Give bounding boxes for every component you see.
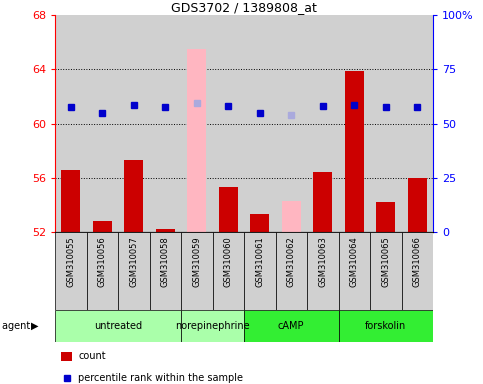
Bar bbox=[61, 170, 80, 232]
Bar bbox=[345, 71, 364, 232]
Bar bbox=[275, 232, 307, 310]
Title: GDS3702 / 1389808_at: GDS3702 / 1389808_at bbox=[171, 1, 317, 14]
Bar bbox=[118, 232, 150, 310]
Text: GSM310066: GSM310066 bbox=[413, 236, 422, 287]
Bar bbox=[339, 15, 370, 232]
Bar bbox=[370, 232, 401, 310]
Bar bbox=[86, 232, 118, 310]
Bar bbox=[187, 49, 206, 232]
Bar bbox=[244, 310, 339, 342]
Bar bbox=[307, 15, 339, 232]
Text: GSM310065: GSM310065 bbox=[381, 236, 390, 286]
Bar bbox=[181, 310, 244, 342]
Bar bbox=[55, 15, 86, 232]
Bar bbox=[219, 187, 238, 232]
Bar bbox=[244, 15, 275, 232]
Bar bbox=[339, 310, 433, 342]
Bar bbox=[156, 229, 175, 232]
Text: GSM310058: GSM310058 bbox=[161, 236, 170, 286]
Text: untreated: untreated bbox=[94, 321, 142, 331]
Bar bbox=[376, 202, 395, 232]
Text: GSM310063: GSM310063 bbox=[318, 236, 327, 287]
Bar bbox=[55, 232, 86, 310]
Text: GSM310057: GSM310057 bbox=[129, 236, 138, 286]
Text: GSM310060: GSM310060 bbox=[224, 236, 233, 286]
Bar bbox=[181, 15, 213, 232]
Bar bbox=[250, 214, 269, 232]
Text: GSM310055: GSM310055 bbox=[66, 236, 75, 286]
Text: ▶: ▶ bbox=[31, 321, 39, 331]
Bar bbox=[213, 232, 244, 310]
Bar bbox=[181, 232, 213, 310]
Text: cAMP: cAMP bbox=[278, 321, 304, 331]
Bar bbox=[307, 232, 339, 310]
Text: forskolin: forskolin bbox=[365, 321, 406, 331]
Bar bbox=[118, 15, 150, 232]
Bar bbox=[401, 232, 433, 310]
Bar bbox=[55, 310, 181, 342]
Bar bbox=[61, 353, 72, 361]
Text: GSM310062: GSM310062 bbox=[287, 236, 296, 286]
Bar bbox=[401, 15, 433, 232]
Bar bbox=[150, 15, 181, 232]
Bar bbox=[339, 232, 370, 310]
Text: norepinephrine: norepinephrine bbox=[175, 321, 250, 331]
Text: GSM310064: GSM310064 bbox=[350, 236, 359, 286]
Text: agent: agent bbox=[2, 321, 34, 331]
Bar bbox=[93, 221, 112, 232]
Bar bbox=[213, 15, 244, 232]
Text: GSM310061: GSM310061 bbox=[255, 236, 264, 286]
Bar bbox=[86, 15, 118, 232]
Bar bbox=[275, 15, 307, 232]
Bar bbox=[408, 178, 426, 232]
Bar bbox=[370, 15, 401, 232]
Bar bbox=[313, 172, 332, 232]
Text: GSM310059: GSM310059 bbox=[192, 236, 201, 286]
Bar bbox=[124, 160, 143, 232]
Bar bbox=[150, 232, 181, 310]
Text: count: count bbox=[78, 351, 106, 361]
Text: GSM310056: GSM310056 bbox=[98, 236, 107, 286]
Bar bbox=[282, 201, 301, 232]
Bar bbox=[244, 232, 275, 310]
Text: percentile rank within the sample: percentile rank within the sample bbox=[78, 372, 243, 382]
